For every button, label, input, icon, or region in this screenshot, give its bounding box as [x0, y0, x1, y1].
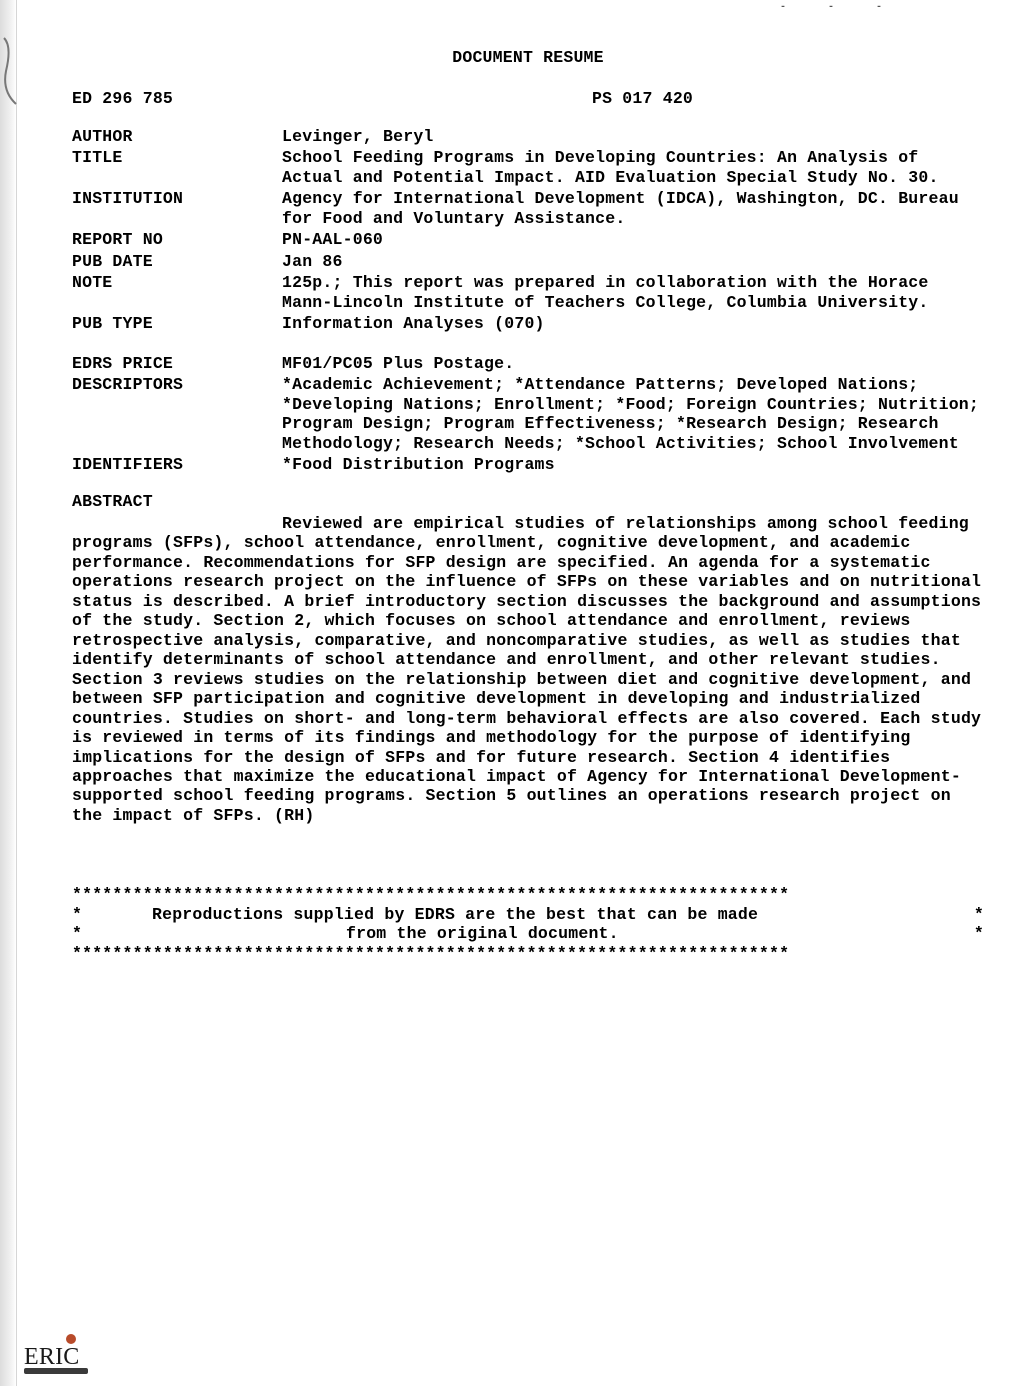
institution-label: INSTITUTION — [72, 189, 282, 228]
star-right: * — [970, 924, 984, 943]
edrs-price-value: MF01/PC05 Plus Postage. — [282, 354, 984, 373]
descriptors-value: *Academic Achievement; *Attendance Patte… — [282, 375, 984, 453]
binder-mark-shape — [2, 36, 20, 106]
scan-artifact-dots: - - - — [780, 2, 900, 14]
star-left: * — [72, 905, 86, 924]
report-no-value: PN-AAL-060 — [282, 230, 984, 249]
reproduction-notice-line-2: from the original document. — [86, 924, 970, 943]
pub-date-label: PUB DATE — [72, 252, 282, 271]
note-value: 125p.; This report was prepared in colla… — [282, 273, 984, 312]
star-rule-top: ****************************************… — [72, 885, 984, 904]
descriptors-label: DESCRIPTORS — [72, 375, 282, 453]
note-label: NOTE — [72, 273, 282, 312]
ed-number: ED 296 785 — [72, 89, 282, 108]
abstract-text: Reviewed are empirical studies of relati… — [72, 514, 984, 826]
eric-logo: ERIC — [22, 1332, 94, 1376]
star-right: * — [970, 905, 984, 924]
star-rule-bottom: ****************************************… — [72, 944, 984, 963]
title-label: TITLE — [72, 148, 282, 187]
pub-type-label: PUB TYPE — [72, 314, 282, 333]
title-value: School Feeding Programs in Developing Co… — [282, 148, 984, 187]
report-no-label: REPORT NO — [72, 230, 282, 249]
identifiers-value: *Food Distribution Programs — [282, 455, 984, 474]
document-resume-title: DOCUMENT RESUME — [72, 48, 984, 67]
page-left-binding-edge — [0, 0, 17, 1386]
pub-date-value: Jan 86 — [282, 252, 984, 271]
reproduction-notice-line-1: Reproductions supplied by EDRS are the b… — [86, 905, 970, 924]
author-value: Levinger, Beryl — [282, 127, 984, 146]
pub-type-value: Information Analyses (070) — [282, 314, 984, 333]
identifiers-label: IDENTIFIERS — [72, 455, 282, 474]
eric-logo-text: ERIC — [24, 1344, 79, 1370]
institution-value: Agency for International Development (ID… — [282, 189, 984, 228]
author-label: AUTHOR — [72, 127, 282, 146]
ps-number: PS 017 420 — [282, 89, 984, 108]
abstract-text-content: Reviewed are empirical studies of relati… — [72, 514, 991, 825]
edrs-price-label: EDRS PRICE — [72, 354, 282, 373]
star-left: * — [72, 924, 86, 943]
abstract-label: ABSTRACT — [72, 492, 984, 511]
